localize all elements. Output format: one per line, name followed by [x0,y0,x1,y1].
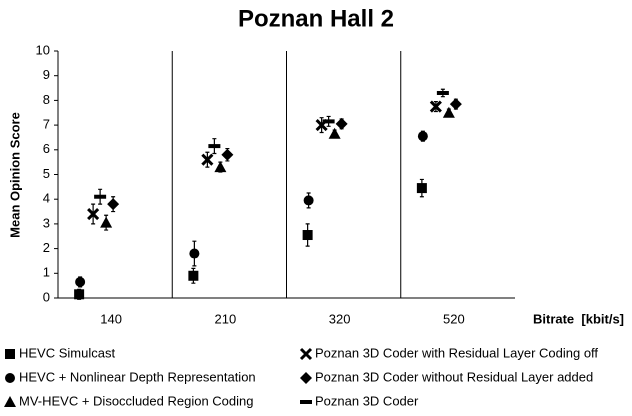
marker-diamond [107,198,120,211]
marker-triangle [214,161,227,173]
marker-dash [208,144,221,149]
y-tick-label: 0 [43,289,50,304]
legend-marker [4,396,16,407]
y-tick-label: 5 [43,166,50,181]
x-tick-label: 210 [215,311,237,326]
marker-triangle [442,106,455,118]
x-axis-label: Bitrate [kbit/s] [533,311,624,326]
legend-marker [5,349,15,359]
legend-marker [5,373,15,383]
marker-diamond [221,148,234,161]
marker-dash [94,194,107,199]
legend-label: Poznan 3D Coder [315,393,419,408]
x-tick-label: 320 [329,311,351,326]
y-tick-label: 4 [43,191,50,206]
chart-title: Poznan Hall 2 [238,5,394,32]
legend-label: Poznan 3D Coder without Residual Layer a… [315,369,593,384]
legend-marker [300,372,312,384]
marker-square [74,289,85,300]
legend-label: HEVC + Nonlinear Depth Representation [19,369,256,384]
marker-diamond [335,117,348,130]
marker-triangle [328,127,341,139]
y-tick-label: 10 [36,42,50,57]
y-tick-label: 7 [43,117,50,132]
marker-x [87,207,100,221]
marker-dash [436,90,449,95]
legend-label: Poznan 3D Coder with Residual Layer Codi… [315,345,598,360]
marker-square [416,183,427,194]
legend-marker [299,347,313,361]
marker-dash [322,119,335,124]
x-tick-label: 520 [443,311,465,326]
y-tick-label: 6 [43,141,50,156]
marker-triangle [100,216,113,228]
marker-diamond [449,98,462,111]
y-tick-label: 1 [43,265,50,280]
y-tick-label: 9 [43,67,50,82]
marker-circle [417,131,428,142]
legend-label: MV-HEVC + Disoccluded Region Coding [19,393,253,408]
marker-circle [189,248,200,259]
legend-label: HEVC Simulcast [19,345,115,360]
marker-square [302,230,313,241]
x-tick-label: 140 [100,311,122,326]
y-tick-label: 8 [43,92,50,107]
y-tick-label: 3 [43,215,50,230]
marker-circle [303,195,314,206]
marker-circle [75,276,86,287]
marker-x [201,153,214,166]
legend-marker [300,400,312,404]
marker-x [429,100,442,113]
y-tick-label: 2 [43,240,50,255]
y-axis-label: Mean Opinion Score [7,112,22,238]
marker-square [188,270,199,281]
